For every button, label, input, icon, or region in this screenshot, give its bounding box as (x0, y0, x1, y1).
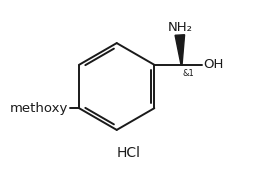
Text: &1: &1 (183, 69, 195, 78)
Polygon shape (175, 35, 185, 65)
Text: OH: OH (204, 58, 224, 71)
Text: methoxy: methoxy (10, 102, 68, 115)
Text: NH₂: NH₂ (168, 21, 193, 34)
Text: HCl: HCl (117, 146, 141, 160)
